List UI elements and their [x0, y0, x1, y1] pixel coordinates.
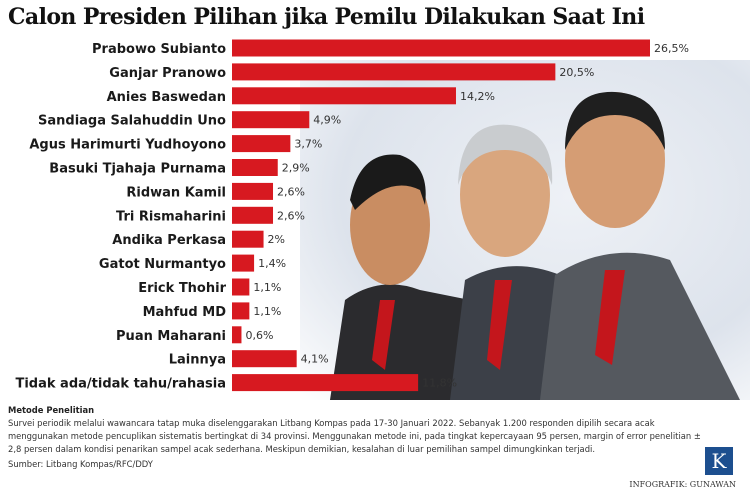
candidates-illustration	[330, 91, 740, 400]
bar	[232, 39, 650, 57]
value-label: 4,9%	[313, 114, 341, 127]
category-label: Andika Perkasa	[112, 233, 226, 248]
value-label: 1,1%	[253, 305, 281, 318]
value-label: 3,7%	[294, 138, 322, 151]
value-label: 26,5%	[654, 42, 689, 55]
category-label: Prabowo Subianto	[92, 42, 226, 57]
category-label: Sandiaga Salahuddin Uno	[38, 114, 226, 129]
category-label: Ridwan Kamil	[126, 185, 226, 200]
value-label: 14,2%	[460, 90, 495, 103]
category-label: Mahfud MD	[143, 305, 227, 320]
value-label: 2,9%	[282, 162, 310, 175]
value-label: 1,1%	[253, 281, 281, 294]
bar	[232, 206, 274, 224]
bar	[232, 182, 274, 200]
value-label: 2,6%	[277, 209, 305, 222]
category-label: Ganjar Pranowo	[109, 66, 226, 81]
value-label: 11,8%	[422, 377, 457, 390]
category-label: Erick Thohir	[138, 281, 226, 296]
bar	[232, 374, 419, 392]
category-label: Puan Maharani	[116, 329, 226, 344]
value-label: 20,5%	[559, 66, 594, 79]
category-label: Anies Baswedan	[107, 90, 226, 105]
category-label: Basuki Tjahaja Purnama	[49, 162, 226, 177]
credit-text: INFOGRAFIK: GUNAWAN	[629, 480, 736, 489]
bar	[232, 278, 250, 296]
value-label: 4,1%	[301, 353, 329, 366]
bar	[232, 135, 291, 153]
bar	[232, 63, 556, 81]
value-label: 2%	[268, 233, 285, 246]
bar	[232, 87, 456, 105]
bar	[232, 350, 297, 368]
bar-chart: Prabowo Subianto 26,5% Ganjar Pranowo 20,5%…	[15, 39, 689, 392]
bar	[232, 326, 242, 344]
value-label: 0,6%	[245, 329, 273, 342]
value-label: 2,6%	[277, 185, 305, 198]
category-label: Tri Rismaharini	[116, 209, 226, 224]
category-label: Gatot Nurmantyo	[99, 257, 226, 272]
methodology-notes: Metode Penelitian Survei periodik melalu…	[8, 404, 708, 471]
kompas-logo: K	[705, 447, 733, 475]
value-label: 1,4%	[258, 257, 286, 270]
category-label: Lainnya	[169, 353, 226, 368]
bar	[232, 302, 250, 320]
source-text: Sumber: Litbang Kompas/RFC/DDY	[8, 459, 153, 469]
bar	[232, 111, 310, 129]
bar	[232, 254, 255, 272]
prabowo-figure	[540, 91, 740, 400]
category-label: Tidak ada/tidak tahu/rahasia	[15, 377, 226, 392]
category-label: Agus Harimurti Yudhoyono	[29, 138, 226, 153]
ganjar-figure	[450, 124, 575, 400]
notes-body: Survei periodik melalui wawancara tatap …	[8, 418, 701, 454]
bar	[232, 230, 264, 248]
chart-title: Calon Presiden Pilihan jika Pemilu Dilak…	[8, 4, 645, 30]
notes-heading: Metode Penelitian	[8, 405, 95, 415]
bar	[232, 159, 278, 176]
anies-figure	[330, 154, 480, 400]
